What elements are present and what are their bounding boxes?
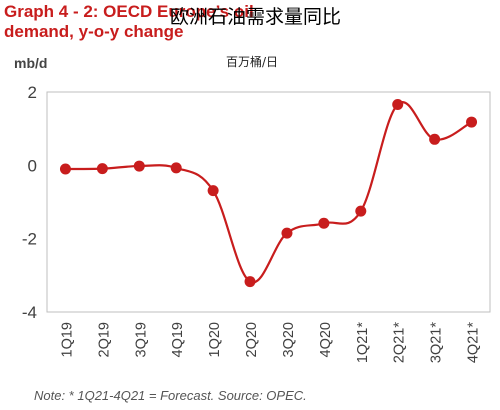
chart-title-cn: 欧洲石油需求量同比 (170, 6, 342, 28)
data-point-4q19 (170, 162, 182, 174)
y-axis: 2 0 -2 -4 (22, 83, 37, 322)
y-tick-label: -4 (22, 303, 37, 322)
x-tick-label: 4Q21* (466, 322, 482, 363)
data-point-1q19 (59, 163, 71, 175)
data-point-2q20 (244, 276, 256, 288)
x-tick-label: 4Q20 (318, 322, 334, 357)
footnote: Note: * 1Q21-4Q21 = Forecast. Source: OP… (34, 388, 307, 403)
y-axis-unit-label: mb/d (14, 55, 48, 71)
x-tick-label: 2Q21* (392, 322, 408, 363)
x-tick-label: 2Q19 (96, 322, 112, 357)
y-tick-label: -2 (22, 230, 37, 249)
data-point-3q19 (133, 160, 145, 172)
data-point-3q20 (281, 227, 293, 239)
data-point-2q19 (96, 163, 108, 175)
data-point-4q20 (318, 217, 330, 229)
series-line (65, 101, 473, 284)
chart-title-en: Graph 4 - 2: OECD Europe’s oil demand, y… (4, 2, 254, 41)
x-tick-label: 3Q21* (429, 322, 445, 363)
x-tick-label: 2Q20 (244, 322, 260, 357)
chart-subtitle-unit-cn: 百万桶/日 (226, 55, 279, 69)
data-point-3q21-forecast (429, 133, 441, 145)
series-markers (59, 98, 478, 288)
x-axis: 1Q19 2Q19 3Q19 4Q19 1Q20 2Q20 3Q20 4Q20 1Q21* 2Q2… (59, 322, 481, 363)
x-tick-label: 1Q20 (207, 322, 223, 357)
x-tick-label: 3Q19 (133, 322, 149, 357)
data-point-4q21-forecast (466, 116, 478, 128)
data-point-2q21-forecast (392, 98, 404, 110)
x-tick-label: 3Q20 (281, 322, 297, 357)
data-point-1q20 (207, 185, 219, 197)
plot-area-frame (46, 91, 491, 313)
x-tick-label: 1Q21* (355, 322, 371, 363)
y-tick-label: 0 (28, 156, 37, 175)
x-tick-label: 1Q19 (59, 322, 75, 357)
x-tick-label: 4Q19 (170, 322, 186, 357)
y-tick-label: 2 (28, 83, 37, 102)
data-point-1q21-forecast (355, 205, 367, 217)
